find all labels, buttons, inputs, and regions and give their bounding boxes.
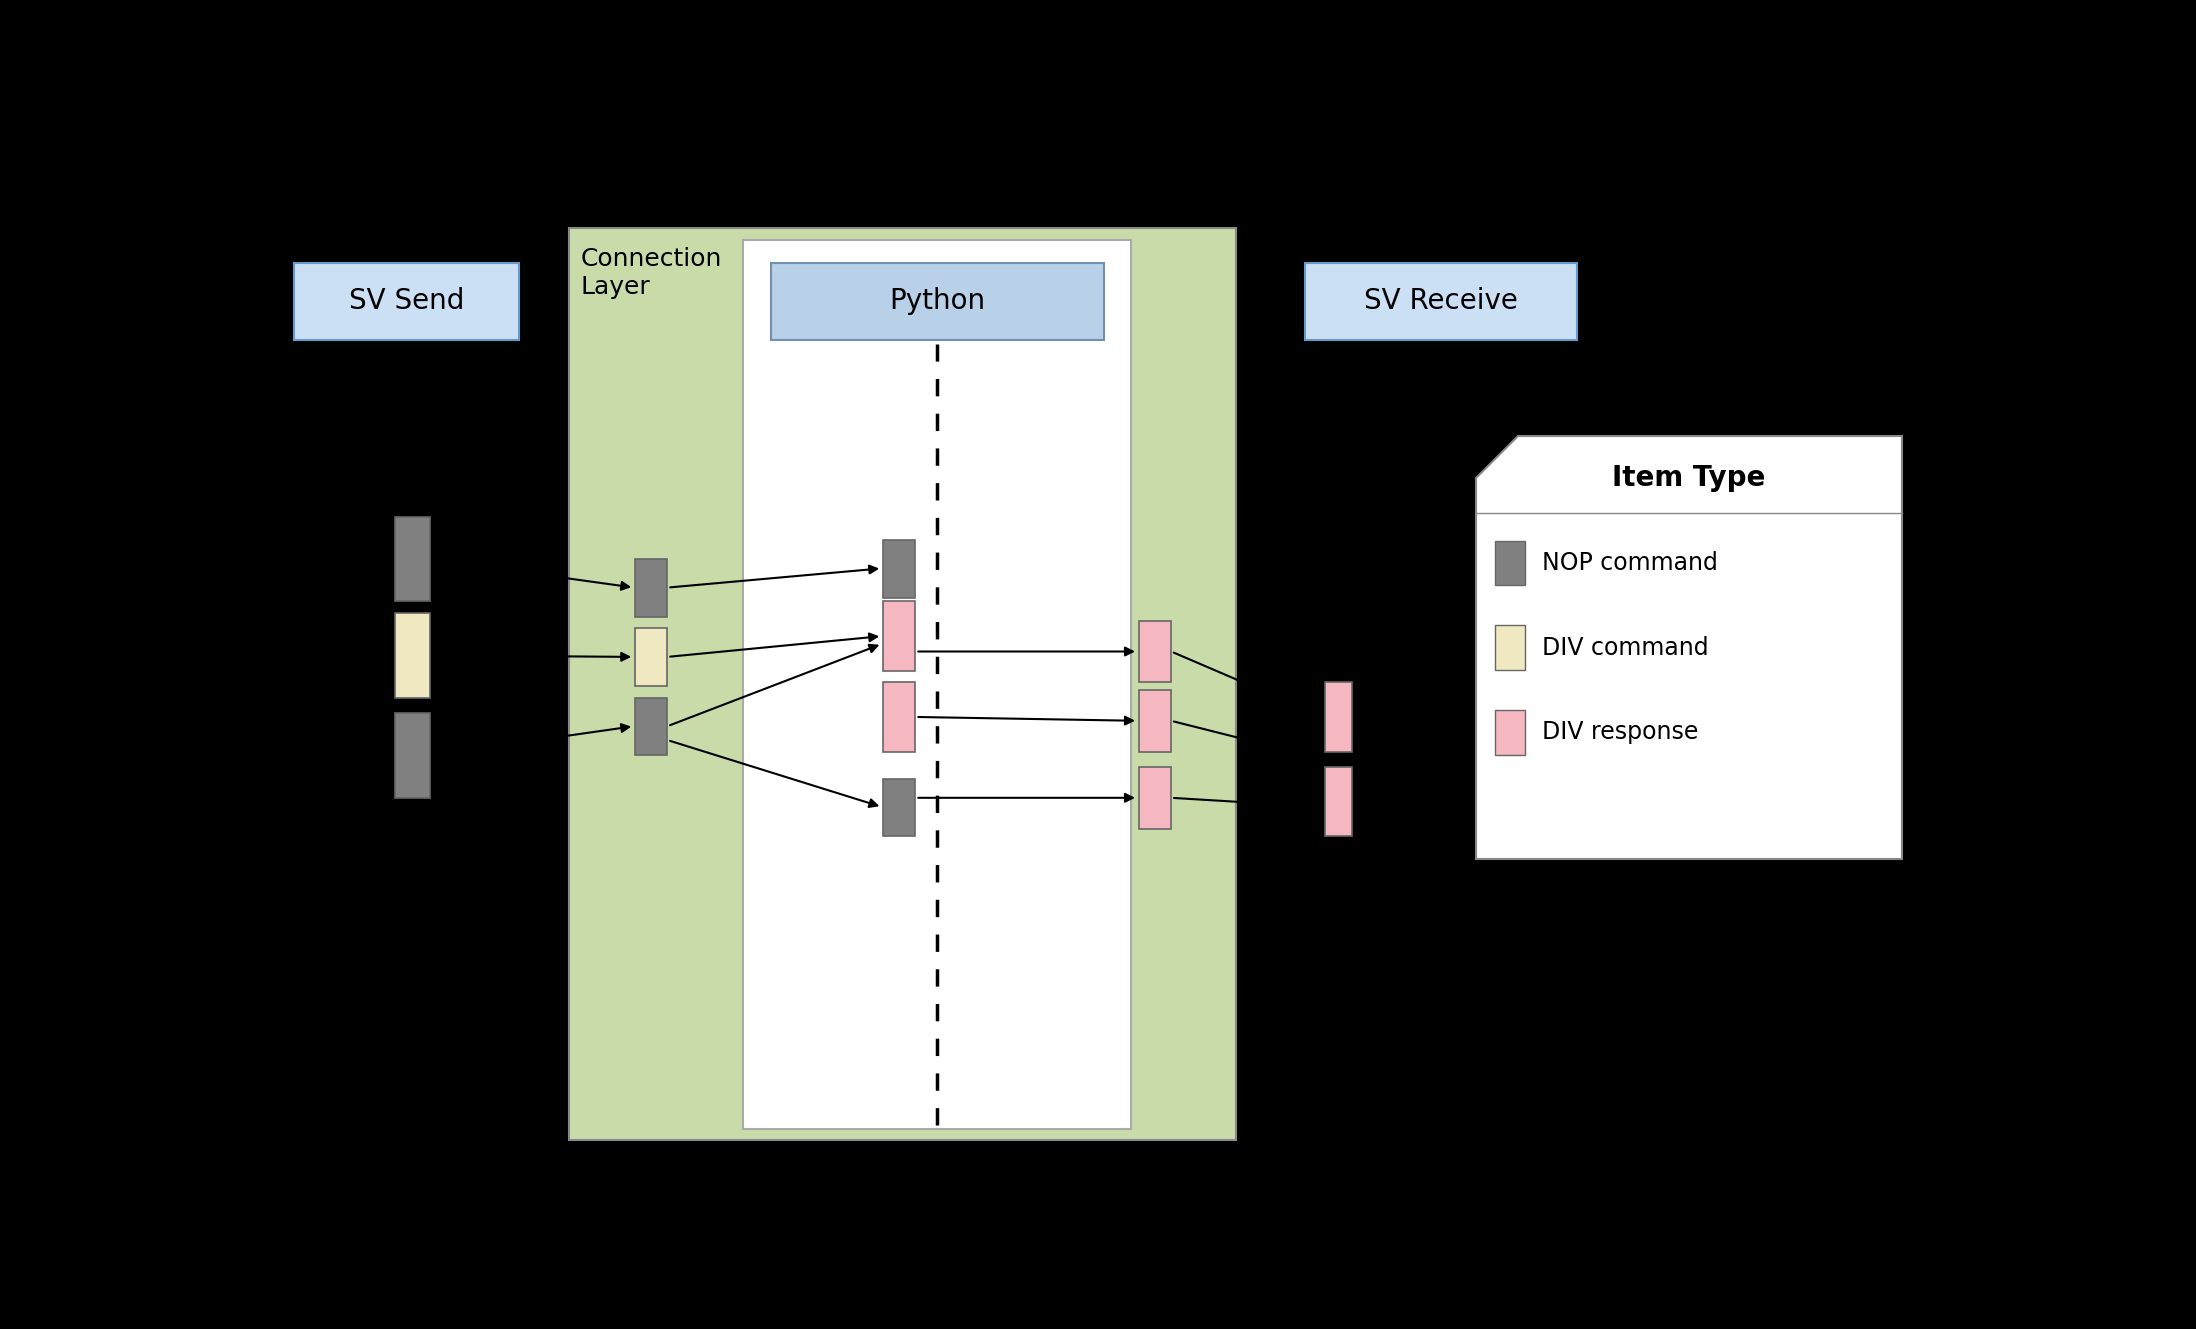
FancyBboxPatch shape xyxy=(1138,767,1170,828)
FancyBboxPatch shape xyxy=(635,698,668,755)
FancyBboxPatch shape xyxy=(744,239,1131,1128)
Text: SV Send: SV Send xyxy=(349,287,463,315)
FancyBboxPatch shape xyxy=(569,229,1236,1140)
Text: NOP command: NOP command xyxy=(1542,552,1717,575)
FancyBboxPatch shape xyxy=(635,560,668,617)
FancyBboxPatch shape xyxy=(635,629,668,686)
FancyBboxPatch shape xyxy=(883,540,916,598)
FancyBboxPatch shape xyxy=(395,613,430,698)
FancyBboxPatch shape xyxy=(1324,767,1353,836)
Text: SV Receive: SV Receive xyxy=(1364,287,1517,315)
FancyBboxPatch shape xyxy=(1138,690,1170,752)
FancyBboxPatch shape xyxy=(1495,626,1524,670)
Text: Python: Python xyxy=(889,287,986,315)
Text: Connection
Layer: Connection Layer xyxy=(580,247,722,299)
FancyBboxPatch shape xyxy=(883,602,916,671)
FancyBboxPatch shape xyxy=(883,682,916,752)
FancyBboxPatch shape xyxy=(1495,541,1524,585)
FancyBboxPatch shape xyxy=(1138,621,1170,682)
FancyBboxPatch shape xyxy=(395,714,430,797)
FancyBboxPatch shape xyxy=(294,263,518,340)
FancyBboxPatch shape xyxy=(395,517,430,602)
FancyBboxPatch shape xyxy=(771,263,1105,340)
Text: DIV response: DIV response xyxy=(1542,720,1698,744)
Polygon shape xyxy=(1476,436,1902,860)
FancyBboxPatch shape xyxy=(883,779,916,836)
FancyBboxPatch shape xyxy=(1495,710,1524,755)
Text: DIV command: DIV command xyxy=(1542,635,1708,659)
FancyBboxPatch shape xyxy=(1304,263,1577,340)
Text: Item Type: Item Type xyxy=(1612,464,1766,492)
FancyBboxPatch shape xyxy=(1324,682,1353,752)
